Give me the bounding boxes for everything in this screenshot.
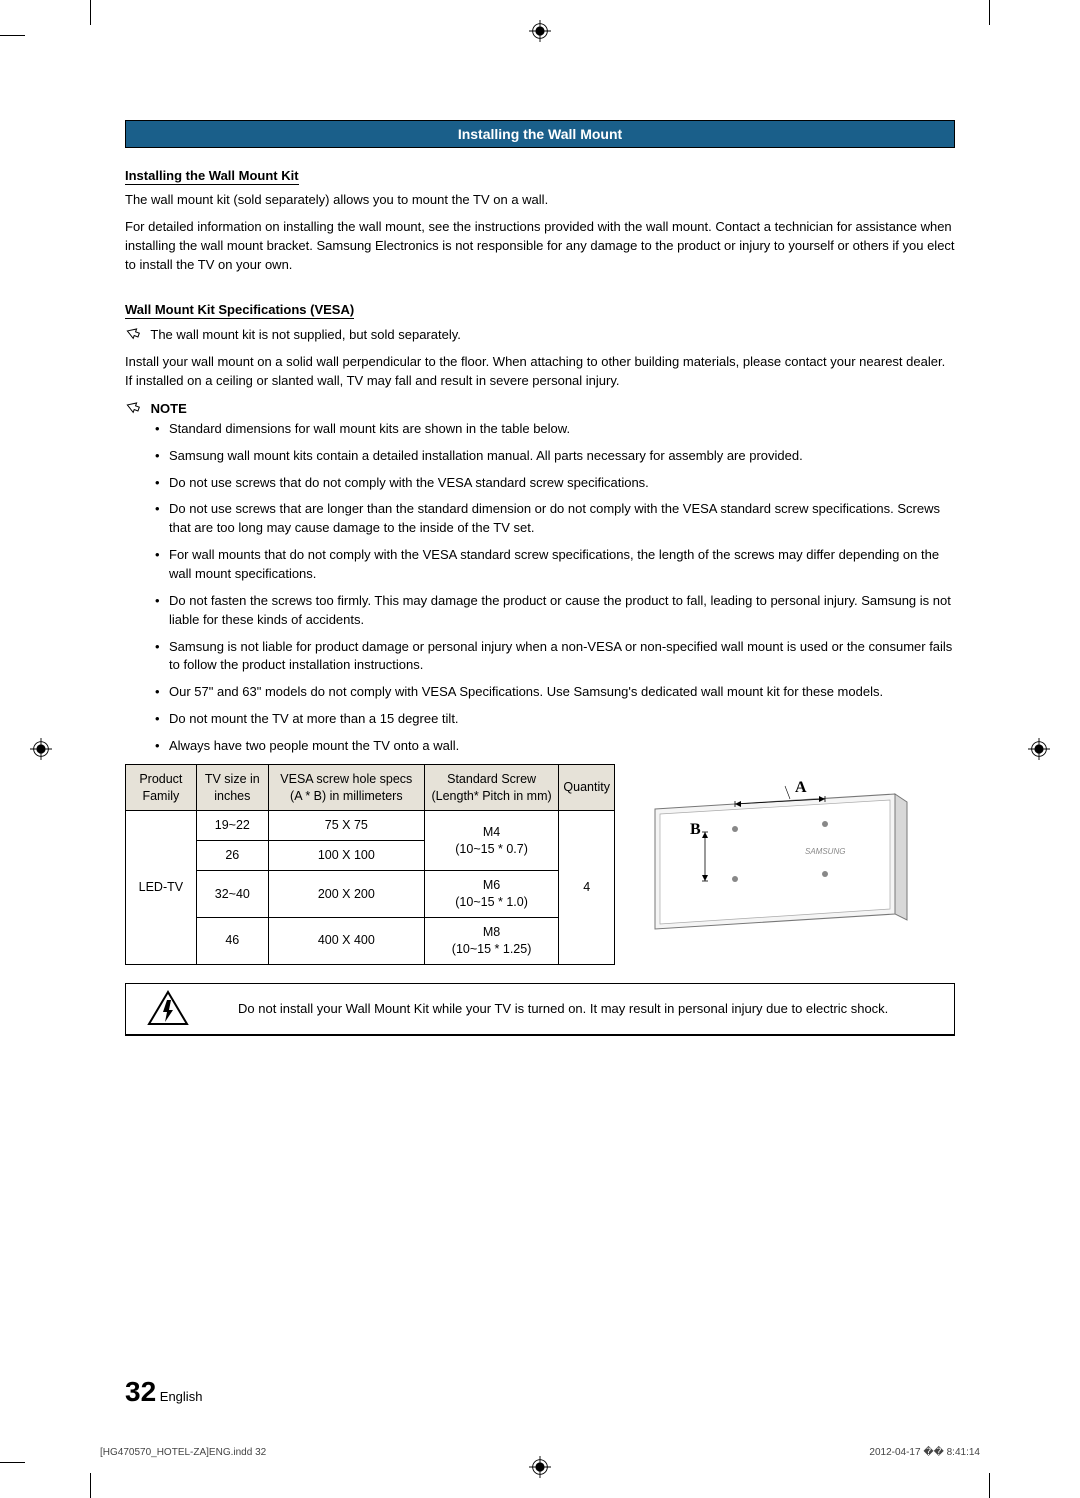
page-content: Installing the Wall Mount Installing the… bbox=[125, 120, 955, 1036]
table-header: Quantity bbox=[559, 764, 615, 811]
section-header: Installing the Wall Mount bbox=[125, 120, 955, 148]
footer-timestamp: 2012-04-17 �� 8:41:14 bbox=[869, 1447, 980, 1458]
table-header: Standard Screw (Length* Pitch in mm) bbox=[424, 764, 559, 811]
table-cell: M6 (10~15 * 1.0) bbox=[424, 871, 559, 918]
list-item: Standard dimensions for wall mount kits … bbox=[155, 420, 955, 439]
paragraph: For detailed information on installing t… bbox=[125, 218, 955, 275]
table-cell-quantity: 4 bbox=[559, 811, 615, 964]
pointer-icon bbox=[125, 326, 141, 346]
list-item: Our 57" and 63" models do not comply wit… bbox=[155, 683, 955, 702]
table-header: Product Family bbox=[126, 764, 197, 811]
subheading-install-kit: Installing the Wall Mount Kit bbox=[125, 168, 299, 185]
dimension-a-label: A bbox=[795, 779, 807, 796]
pointer-icon bbox=[125, 400, 141, 417]
table-row: 32~40 200 X 200 M6 (10~15 * 1.0) bbox=[126, 871, 615, 918]
table-cell: 200 X 200 bbox=[268, 871, 424, 918]
table-cell: 46 bbox=[196, 917, 268, 964]
table-row: LED-TV 19~22 75 X 75 M4 (10~15 * 0.7) 4 bbox=[126, 811, 615, 841]
registration-mark-left bbox=[30, 738, 52, 760]
section-specs: Wall Mount Kit Specifications (VESA) The… bbox=[125, 282, 955, 1035]
list-item: Always have two people mount the TV onto… bbox=[155, 737, 955, 756]
table-cell: 19~22 bbox=[196, 811, 268, 841]
footer-filename: [HG470570_HOTEL-ZA]ENG.indd 32 bbox=[100, 1447, 266, 1458]
crop-mark bbox=[0, 1462, 25, 1463]
note-intro-line: The wall mount kit is not supplied, but … bbox=[125, 325, 955, 345]
crop-mark bbox=[989, 1473, 990, 1498]
table-header: VESA screw hole specs (A * B) in millime… bbox=[268, 764, 424, 811]
list-item: Samsung is not liable for product damage… bbox=[155, 638, 955, 676]
registration-mark-bottom bbox=[529, 1456, 551, 1478]
table-cell: 26 bbox=[196, 841, 268, 871]
page-number-value: 32 bbox=[125, 1376, 156, 1407]
table-header: TV size in inches bbox=[196, 764, 268, 811]
list-item: Do not fasten the screws too firmly. Thi… bbox=[155, 592, 955, 630]
crop-mark bbox=[90, 0, 91, 25]
list-item: Do not use screws that do not comply wit… bbox=[155, 474, 955, 493]
page-language: English bbox=[160, 1389, 203, 1404]
tv-dimension-diagram: SAMSUNG A B bbox=[635, 764, 915, 934]
list-item: Do not mount the TV at more than a 15 de… bbox=[155, 710, 955, 729]
crop-mark bbox=[0, 35, 25, 36]
subheading-specs: Wall Mount Kit Specifications (VESA) bbox=[125, 302, 354, 319]
table-cell: 400 X 400 bbox=[268, 917, 424, 964]
note-label: NOTE bbox=[151, 401, 187, 416]
note-label-line: NOTE bbox=[125, 399, 955, 416]
table-cell: 75 X 75 bbox=[268, 811, 424, 841]
list-item: Samsung wall mount kits contain a detail… bbox=[155, 447, 955, 466]
table-and-diagram-row: Product Family TV size in inches VESA sc… bbox=[125, 764, 955, 965]
table-row: 46 400 X 400 M8 (10~15 * 1.25) bbox=[126, 917, 615, 964]
section-install-kit: Installing the Wall Mount Kit The wall m… bbox=[125, 148, 955, 274]
brand-text: SAMSUNG bbox=[805, 847, 845, 856]
registration-mark-right bbox=[1028, 738, 1050, 760]
page-number: 32 English bbox=[125, 1376, 202, 1408]
warning-text: Do not install your Wall Mount Kit while… bbox=[198, 1000, 888, 1018]
table-cell: M4 (10~15 * 0.7) bbox=[424, 811, 559, 871]
paragraph: Install your wall mount on a solid wall … bbox=[125, 353, 955, 391]
table-cell-family: LED-TV bbox=[126, 811, 197, 964]
paragraph: The wall mount kit (sold separately) all… bbox=[125, 191, 955, 210]
registration-mark-top bbox=[529, 20, 551, 42]
table-cell: M8 (10~15 * 1.25) bbox=[424, 917, 559, 964]
crop-mark bbox=[989, 0, 990, 25]
warning-shock-icon bbox=[138, 990, 198, 1028]
list-item: Do not use screws that are longer than t… bbox=[155, 500, 955, 538]
dimension-b-label: B bbox=[690, 821, 701, 838]
crop-mark bbox=[90, 1473, 91, 1498]
table-cell: 100 X 100 bbox=[268, 841, 424, 871]
table-cell: 32~40 bbox=[196, 871, 268, 918]
note-bullet-list: Standard dimensions for wall mount kits … bbox=[155, 420, 955, 756]
warning-box: Do not install your Wall Mount Kit while… bbox=[125, 983, 955, 1036]
note-intro-text: The wall mount kit is not supplied, but … bbox=[150, 327, 460, 342]
vesa-spec-table: Product Family TV size in inches VESA sc… bbox=[125, 764, 615, 965]
list-item: For wall mounts that do not comply with … bbox=[155, 546, 955, 584]
